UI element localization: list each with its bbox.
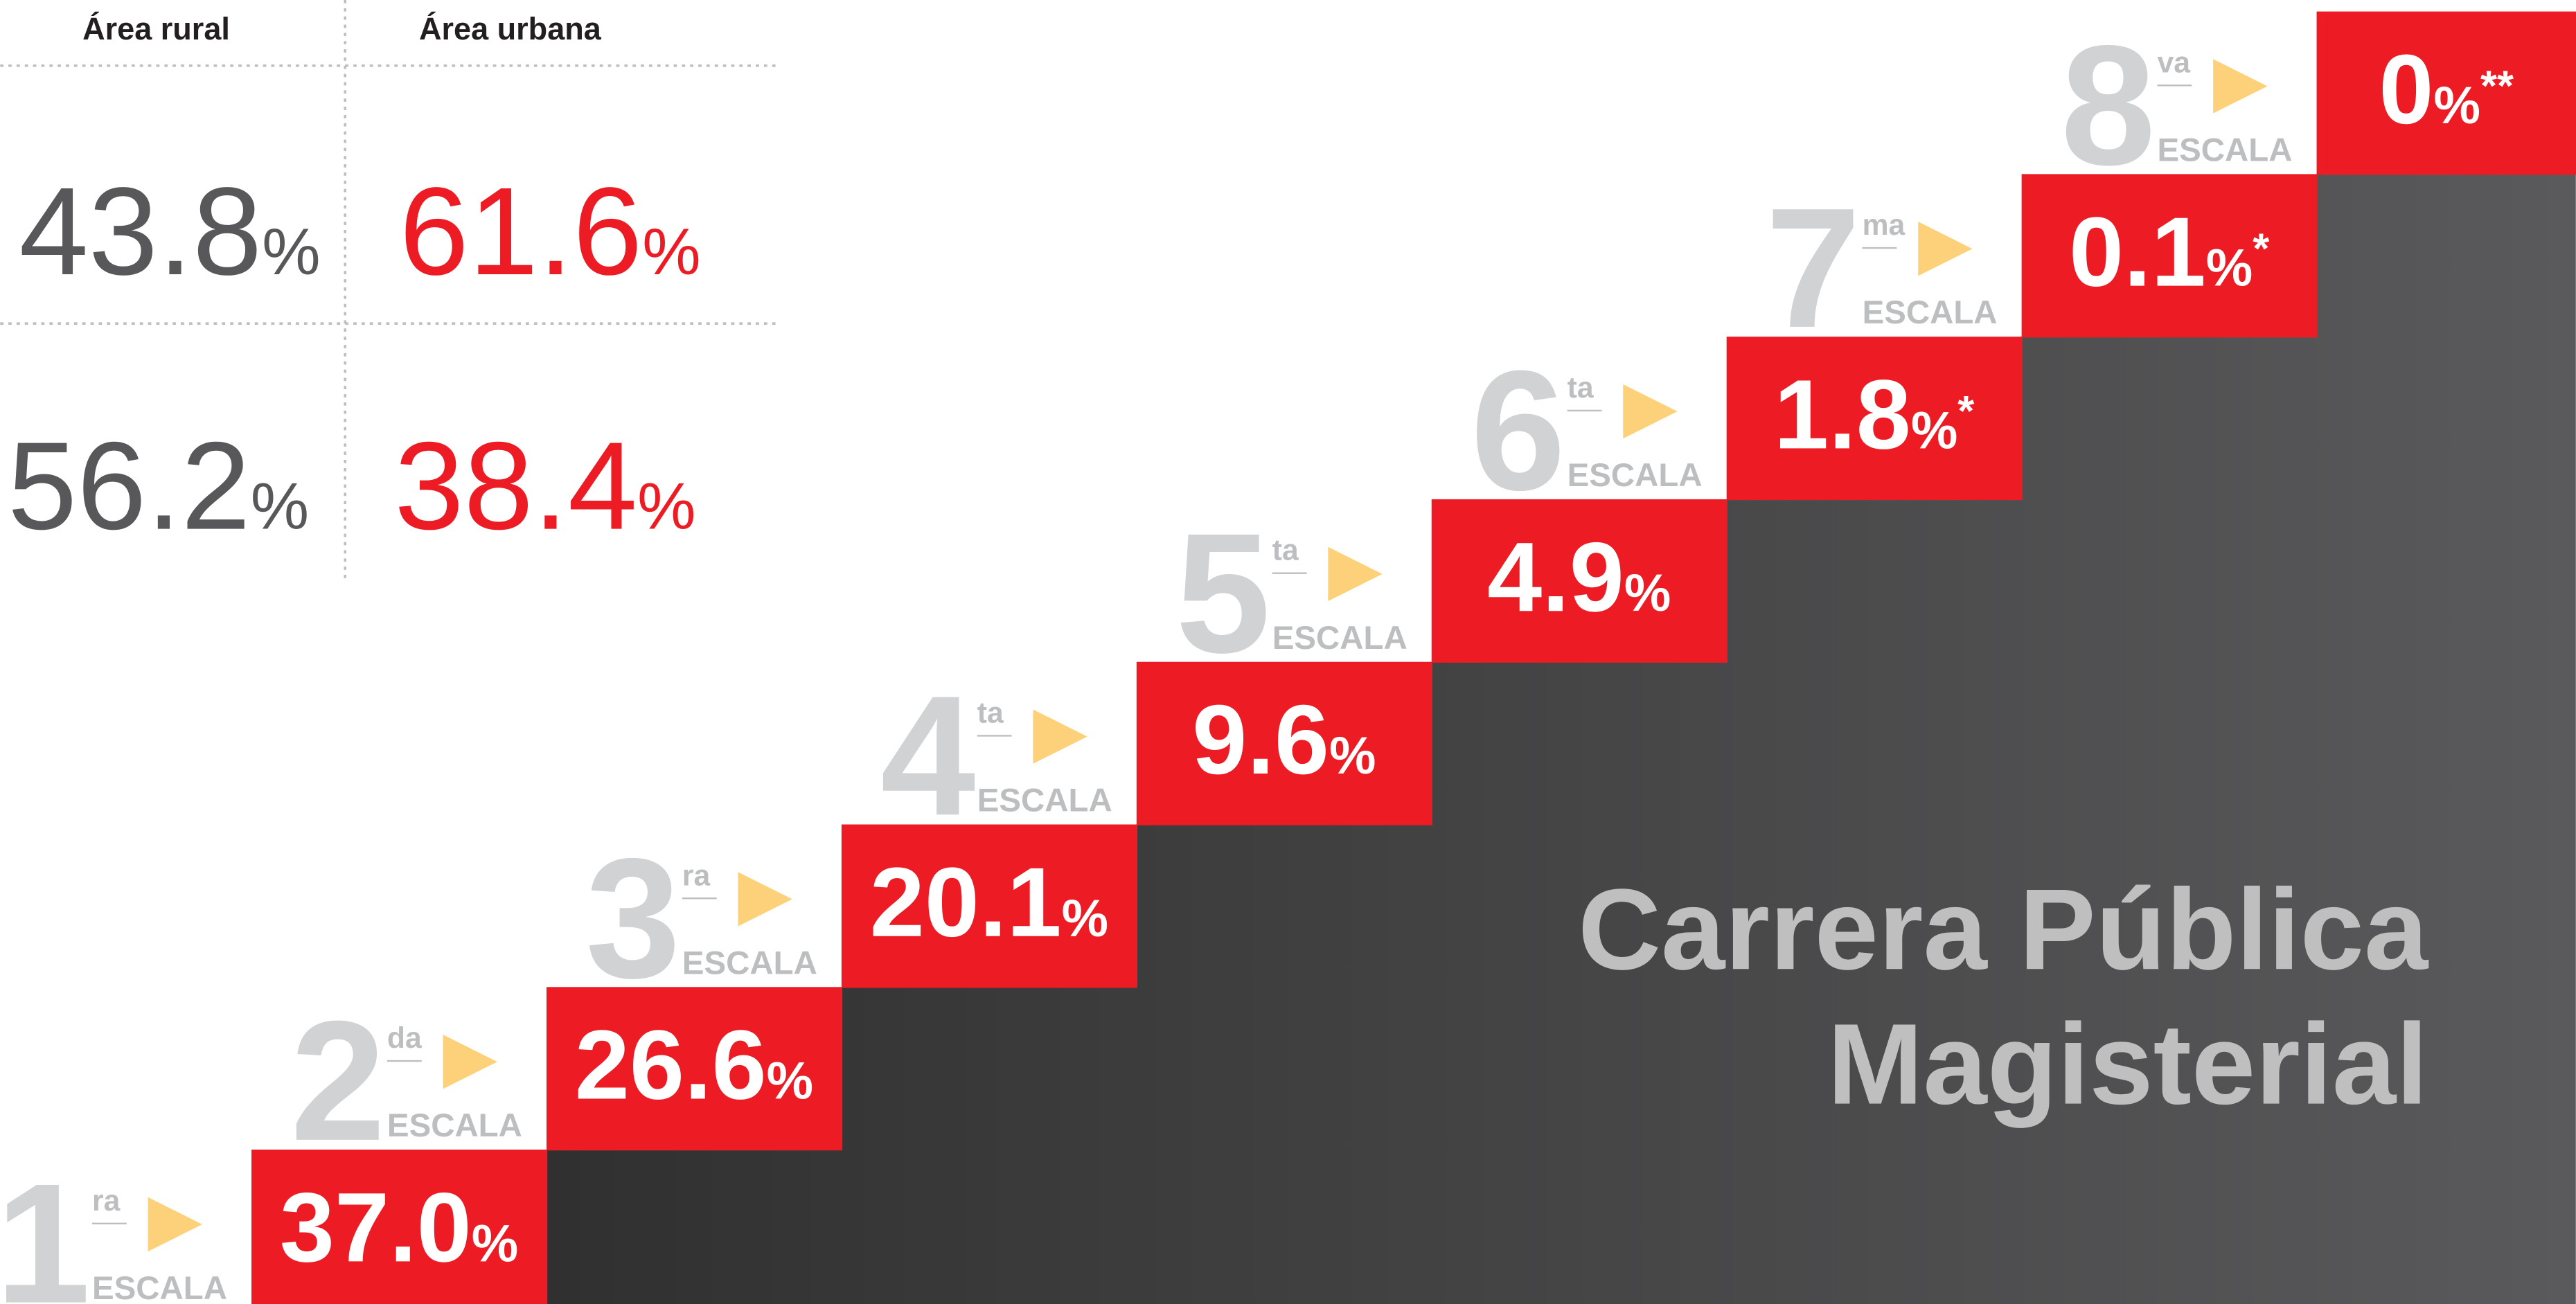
step-label: ESCALA — [1863, 294, 1998, 331]
table-value: 38.4% — [394, 417, 695, 556]
step-number: 6 — [1471, 336, 1565, 526]
step-value: 4.9% — [1487, 522, 1671, 632]
value-number: 20.1 — [870, 848, 1062, 958]
step-label: ESCALA — [2158, 132, 2293, 168]
value-number: 9.6 — [1192, 685, 1329, 795]
value-number: 43.8 — [19, 162, 263, 301]
arrow — [2213, 59, 2268, 114]
column-header: Área rural — [82, 11, 230, 46]
value-note: ** — [2480, 62, 2514, 110]
value-unit: % — [642, 215, 700, 289]
step-label: ESCALA — [1567, 457, 1703, 494]
step-value: 0%** — [2379, 35, 2514, 145]
step-value: 37.0% — [280, 1172, 518, 1283]
value-number: 61.6 — [399, 162, 642, 301]
value-unit: % — [1062, 889, 1108, 948]
value-unit: % — [262, 215, 320, 289]
step-label: ESCALA — [1272, 620, 1407, 657]
value-number: 1.8 — [1774, 359, 1911, 470]
step-value: 9.6% — [1192, 685, 1376, 795]
value-unit: % — [472, 1214, 518, 1273]
value-unit: % — [2434, 76, 2480, 135]
step-suffix: da — [387, 1021, 422, 1055]
step-value: 26.6% — [575, 1010, 813, 1120]
arrow — [443, 1035, 497, 1089]
value-number: 0 — [2379, 35, 2433, 145]
value-number: 56.2 — [8, 417, 251, 556]
title: Magisterial — [1827, 1001, 2428, 1129]
step-box — [546, 987, 843, 1151]
value-number: 37.0 — [280, 1172, 472, 1283]
step-suffix: ma — [1863, 208, 1906, 242]
staircase-shadow — [547, 174, 2576, 1304]
arrow — [1918, 222, 1973, 276]
value-number: 0.1 — [2069, 197, 2206, 307]
table-value: 61.6% — [399, 162, 700, 301]
step-box — [1431, 499, 1727, 663]
table-value: 43.8% — [19, 162, 321, 301]
value-unit: % — [637, 470, 695, 544]
step-suffix: ra — [92, 1184, 121, 1217]
step-box — [1726, 337, 2023, 501]
title: Carrera Pública — [1578, 866, 2429, 994]
value-unit: % — [767, 1052, 813, 1111]
step-number: 8 — [2061, 10, 2156, 201]
value-unit: % — [2206, 239, 2253, 298]
value-unit: % — [1624, 564, 1671, 623]
step-value: 1.8%* — [1774, 359, 1974, 470]
step-label: ESCALA — [682, 945, 817, 981]
value-number: 4.9 — [1487, 522, 1624, 632]
arrow — [148, 1197, 202, 1252]
arrow — [738, 872, 792, 927]
step-label: ESCALA — [92, 1270, 227, 1304]
step-label: ESCALA — [977, 783, 1112, 819]
arrow — [1328, 546, 1383, 601]
step-box — [251, 1150, 548, 1304]
arrow — [1623, 384, 1678, 439]
step-suffix: ta — [1272, 534, 1299, 567]
step-box — [1136, 661, 1432, 825]
value-number: 38.4 — [394, 417, 637, 556]
value-note: * — [2253, 224, 2269, 272]
value-number: 26.6 — [575, 1010, 767, 1120]
arrow — [1033, 709, 1087, 764]
step-label: ESCALA — [387, 1107, 522, 1144]
step-suffix: ta — [977, 696, 1004, 729]
table-lines — [0, 0, 776, 578]
step-number: 4 — [880, 661, 975, 851]
step-box — [841, 824, 1138, 988]
step-number: 7 — [1766, 173, 1860, 364]
value-unit: % — [1911, 401, 1957, 460]
column-header: Área urbana — [419, 11, 602, 46]
step-number: 5 — [1175, 499, 1270, 689]
step-value: 20.1% — [870, 848, 1108, 958]
value-note: * — [1957, 387, 1974, 435]
step-suffix: ta — [1567, 371, 1594, 404]
step-number: 3 — [585, 823, 680, 1014]
step-suffix: va — [2158, 46, 2191, 79]
step-value: 0.1%* — [2069, 197, 2269, 307]
step-number: 2 — [290, 986, 385, 1177]
value-unit: % — [251, 470, 309, 544]
step-box — [2316, 11, 2576, 175]
table-value: 56.2% — [8, 417, 309, 556]
step-box — [2021, 174, 2318, 338]
value-unit: % — [1329, 726, 1376, 785]
step-suffix: ra — [682, 859, 711, 892]
step-number: 1 — [0, 1149, 91, 1304]
